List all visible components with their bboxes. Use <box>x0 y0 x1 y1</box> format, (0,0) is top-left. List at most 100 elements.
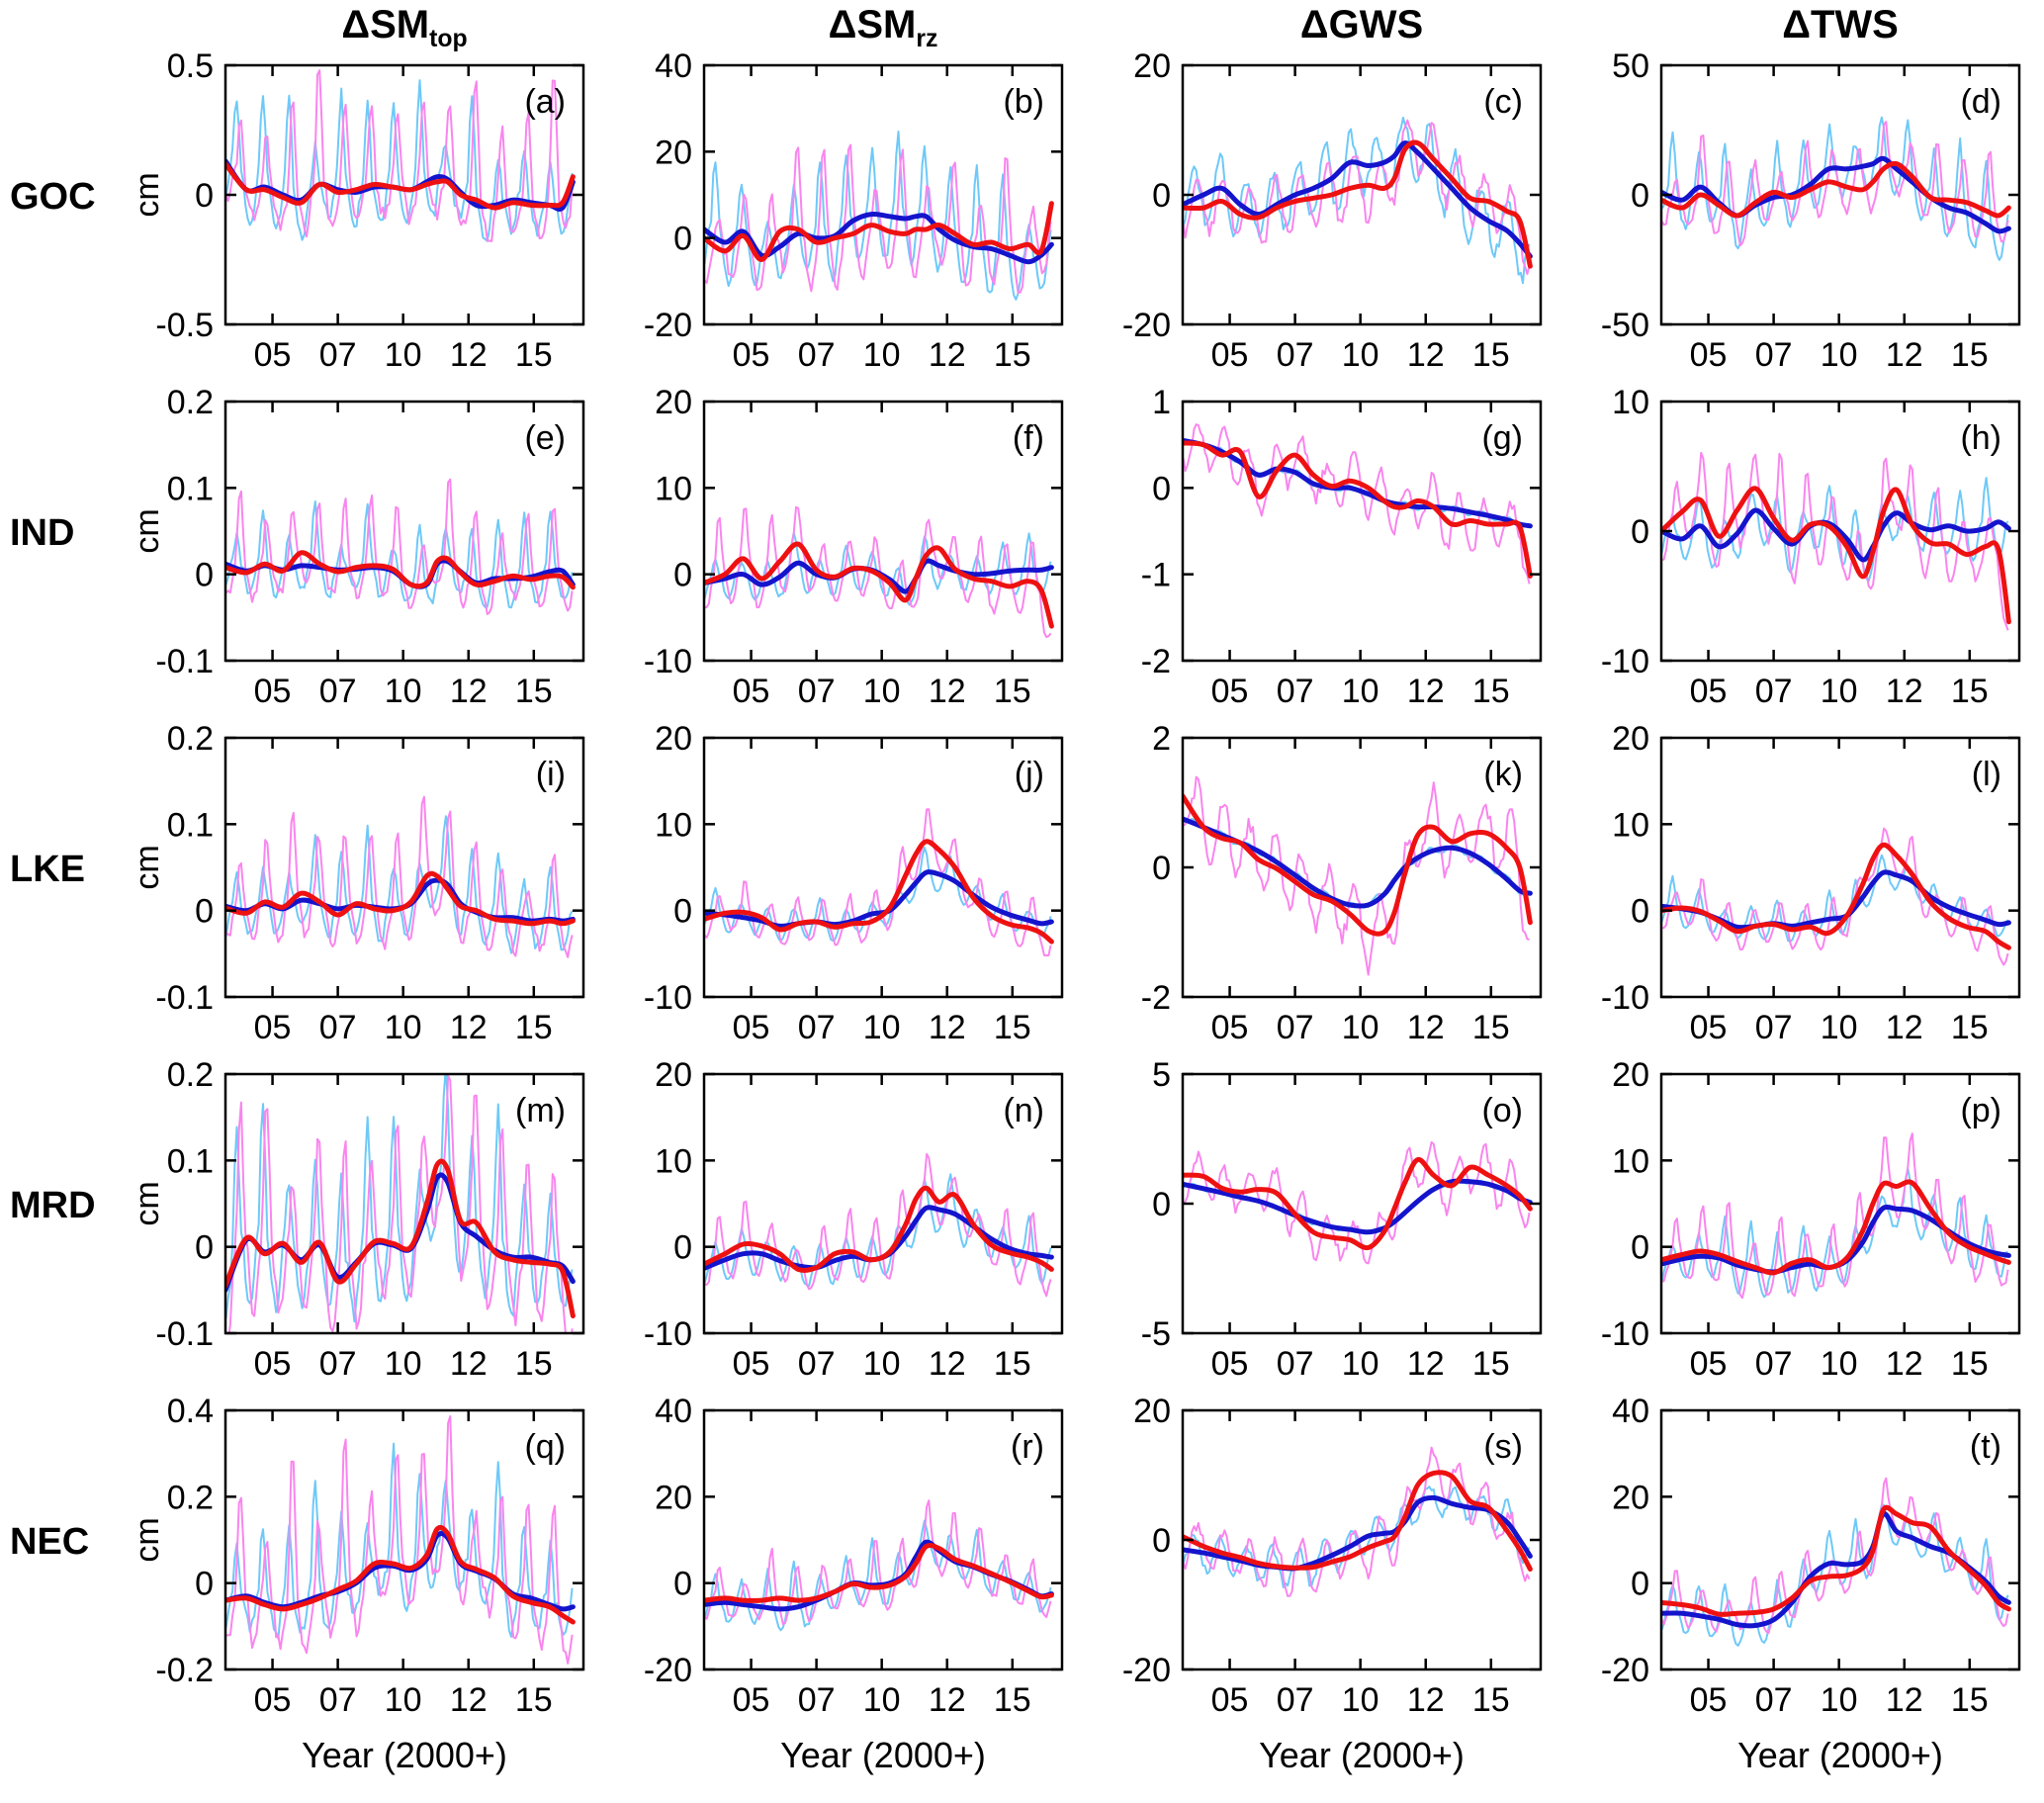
chart-canvas-c: 05 07 10 12 15 20 0 -20 (c) <box>1122 47 1543 374</box>
panel-letter: (g) <box>1481 419 1523 457</box>
x-tick-label: 05 <box>254 1681 292 1719</box>
subplot-p: 05 07 10 12 15 20 10 0 -10 (p) <box>1564 1056 2043 1398</box>
chart-canvas-n: 05 07 10 12 15 20 10 0 -10 (n) <box>644 1056 1064 1383</box>
x-tick-label: 10 <box>1821 336 1858 374</box>
panel-letter: (q) <box>524 1428 566 1466</box>
y-axis-unit-label: cm <box>129 508 166 553</box>
subplot-b: 05 07 10 12 15 40 20 0 -20 (b) <box>607 47 1086 390</box>
series-monthly-light-blue <box>225 79 574 242</box>
x-tick-label: 12 <box>1886 1345 1923 1383</box>
x-tick-label: 12 <box>450 1681 488 1719</box>
x-tick-label: 05 <box>733 673 770 710</box>
x-axis-labels-row: Year (2000+) Year (2000+) Year (2000+) Y… <box>129 1735 2044 1800</box>
chart-canvas-m: 05 07 10 12 15 0.2 0.1 0 -0.1 (m) cm <box>129 1056 585 1383</box>
series-smoothed-blue <box>1661 1204 2011 1275</box>
y-tick-label: 0 <box>673 221 692 258</box>
x-tick-label: 12 <box>1886 1009 1923 1046</box>
x-tick-label: 15 <box>515 673 553 710</box>
x-tick-label: 05 <box>1690 1009 1728 1046</box>
x-tick-label: 10 <box>1821 1345 1858 1383</box>
panel-letter: (o) <box>1481 1092 1523 1129</box>
subplot-l: 05 07 10 12 15 20 10 0 -10 (l) <box>1564 720 2043 1062</box>
series-monthly-violet <box>1661 827 2009 966</box>
subplot-o: 05 07 10 12 15 5 0 -5 (o) <box>1086 1056 1564 1398</box>
panel-letter: (k) <box>1483 756 1523 793</box>
y-tick-label: 20 <box>655 134 692 171</box>
subplot-k: 05 07 10 12 15 2 0 -2 (k) <box>1086 720 1564 1062</box>
x-tick-label: 12 <box>450 1345 488 1383</box>
series-monthly-violet <box>704 808 1052 957</box>
panel-letter: (a) <box>524 83 566 121</box>
x-tick-label: 12 <box>929 1681 966 1719</box>
x-tick-label: 10 <box>1342 336 1379 374</box>
series-smoothed-red <box>704 541 1054 629</box>
column-title-text: ΔTWS <box>1782 3 1899 46</box>
subplot-c: 05 07 10 12 15 20 0 -20 (c) <box>1086 47 1564 390</box>
x-tick-label: 10 <box>863 336 901 374</box>
x-tick-label: 15 <box>1951 1009 1989 1046</box>
x-tick-label: 05 <box>1211 1345 1249 1383</box>
x-tick-label: 10 <box>385 673 422 710</box>
x-tick-label: 12 <box>1407 673 1445 710</box>
x-tick-label: 05 <box>254 336 292 374</box>
chart-canvas-k: 05 07 10 12 15 2 0 -2 (k) <box>1141 720 1543 1046</box>
x-tick-label: 15 <box>1472 1009 1510 1046</box>
x-tick-label: 05 <box>733 1345 770 1383</box>
chart-canvas-i: 05 07 10 12 15 0.2 0.1 0 -0.1 (i) cm <box>129 720 585 1046</box>
column-title-subscript: rz <box>916 26 938 52</box>
series-smoothed-red <box>225 870 576 927</box>
column-title-tws: ΔTWS <box>1564 0 2043 53</box>
x-tick-label: 10 <box>1342 673 1379 710</box>
series-monthly-light-blue <box>704 1519 1052 1632</box>
subplot-t: 05 07 10 12 15 40 20 0 -20 (t) <box>1564 1393 2043 1735</box>
y-tick-label: -20 <box>1122 1652 1171 1689</box>
y-tick-label: -1 <box>1141 557 1171 594</box>
x-tick-label: 12 <box>929 1345 966 1383</box>
x-tick-label: 15 <box>1951 1681 1989 1719</box>
panel-letter: (c) <box>1483 83 1523 121</box>
x-tick-label: 07 <box>319 673 357 710</box>
y-tick-label: 20 <box>1612 1062 1649 1094</box>
x-tick-label: 10 <box>385 1009 422 1046</box>
x-tick-label: 15 <box>1472 673 1510 710</box>
y-tick-label: -0.1 <box>155 979 214 1017</box>
y-tick-label: 0.4 <box>167 1398 214 1430</box>
series-smoothed-red <box>225 550 576 590</box>
panel-letter: (j) <box>1015 756 1044 793</box>
y-tick-label: 10 <box>655 806 692 844</box>
y-tick-label: 10 <box>1612 1142 1649 1180</box>
x-tick-label: 10 <box>385 1681 422 1719</box>
y-tick-label: -10 <box>1601 643 1649 680</box>
y-tick-label: 0 <box>195 893 214 931</box>
x-tick-label: 10 <box>863 1345 901 1383</box>
chart-canvas-o: 05 07 10 12 15 5 0 -5 (o) <box>1141 1056 1543 1383</box>
x-tick-label: 10 <box>863 673 901 710</box>
y-tick-label: -10 <box>1601 1315 1649 1353</box>
y-tick-label: 0 <box>195 557 214 594</box>
series-monthly-light-blue <box>1183 117 1531 285</box>
panel-letter: (t) <box>1970 1428 2001 1466</box>
series-monthly-violet <box>704 143 1052 295</box>
x-tick-label: 15 <box>994 1009 1031 1046</box>
y-tick-label: 10 <box>655 470 692 507</box>
series-smoothed-red <box>1661 160 2011 219</box>
x-tick-label: 12 <box>1407 1681 1445 1719</box>
panel-letter: (f) <box>1013 419 1044 457</box>
x-tick-label: 12 <box>450 336 488 374</box>
plot-box <box>702 1408 1064 1671</box>
column-title-text: ΔGWS <box>1299 3 1424 46</box>
series-monthly-violet <box>704 1499 1052 1626</box>
x-tick-label: 10 <box>385 336 422 374</box>
series-smoothed-red <box>1183 793 1533 937</box>
series-smoothed-red <box>1183 440 1533 579</box>
region-label-text: MRD <box>10 1184 96 1226</box>
y-tick-label: 20 <box>1612 1479 1649 1516</box>
series-monthly-light-blue <box>225 1442 574 1640</box>
y-tick-label: 0 <box>1631 893 1649 931</box>
subplot-g: 05 07 10 12 15 1 0 -1 -2 (g) <box>1086 384 1564 726</box>
x-tick-label: 10 <box>1342 1345 1379 1383</box>
y-tick-label: 0 <box>1152 850 1171 887</box>
series-monthly-violet <box>227 1074 574 1333</box>
x-tick-label: 10 <box>1821 673 1858 710</box>
